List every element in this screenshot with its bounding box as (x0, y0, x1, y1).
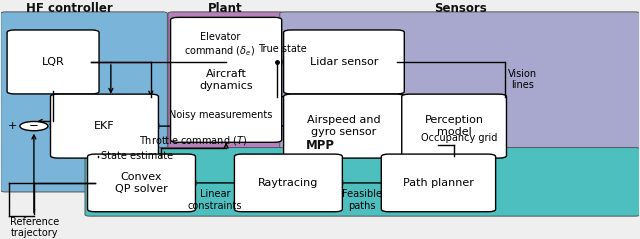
FancyBboxPatch shape (51, 94, 159, 158)
FancyBboxPatch shape (7, 30, 99, 94)
FancyBboxPatch shape (1, 12, 168, 192)
Text: Lidar sensor: Lidar sensor (310, 57, 378, 67)
FancyBboxPatch shape (284, 30, 404, 94)
Text: Aircraft
dynamics: Aircraft dynamics (199, 69, 253, 91)
FancyBboxPatch shape (88, 154, 195, 212)
Text: Airspeed and
gyro sensor: Airspeed and gyro sensor (307, 115, 381, 137)
Text: Vision
lines: Vision lines (508, 69, 538, 90)
Text: Sensors: Sensors (434, 2, 487, 15)
Text: Path planner: Path planner (403, 178, 474, 188)
FancyBboxPatch shape (381, 154, 495, 212)
Text: Elevator
command ($\delta_e$): Elevator command ($\delta_e$) (184, 32, 255, 58)
Text: Plant: Plant (208, 2, 243, 15)
Text: Occupancy grid: Occupancy grid (421, 133, 497, 143)
Text: MPP: MPP (305, 139, 335, 152)
FancyBboxPatch shape (168, 12, 284, 152)
Text: EKF: EKF (94, 121, 115, 131)
FancyBboxPatch shape (85, 147, 640, 216)
Text: Reference
trajectory: Reference trajectory (10, 217, 59, 238)
FancyBboxPatch shape (284, 94, 404, 158)
Text: −: − (29, 119, 39, 131)
FancyBboxPatch shape (402, 94, 506, 158)
Text: True state: True state (259, 43, 307, 54)
FancyBboxPatch shape (234, 154, 342, 212)
Circle shape (20, 121, 48, 131)
Text: +: + (7, 121, 17, 131)
FancyBboxPatch shape (280, 12, 640, 192)
Text: HF controller: HF controller (26, 2, 113, 15)
FancyBboxPatch shape (171, 17, 282, 142)
Text: Convex
QP solver: Convex QP solver (115, 172, 168, 194)
Text: Raytracing: Raytracing (258, 178, 319, 188)
Text: Feasible
paths: Feasible paths (342, 189, 382, 211)
Text: LQR: LQR (42, 57, 65, 67)
Text: Linear
constraints: Linear constraints (188, 189, 242, 211)
Text: Noisy measurements: Noisy measurements (170, 110, 273, 120)
Text: Perception
model: Perception model (424, 115, 484, 137)
Text: Throttle command ($T$): Throttle command ($T$) (140, 134, 248, 147)
Text: State estimate: State estimate (101, 151, 173, 161)
